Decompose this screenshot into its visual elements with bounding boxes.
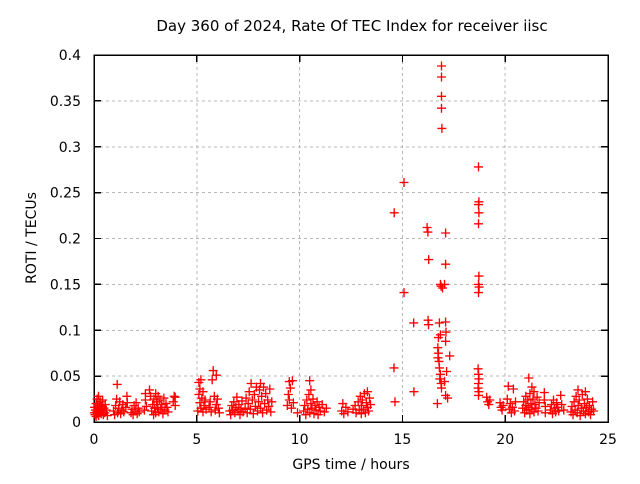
x-tick-label: 5 [192, 432, 201, 448]
plot-border [93, 54, 609, 423]
data-points [89, 61, 599, 421]
tick-layer [93, 54, 609, 423]
point-layer [89, 61, 599, 421]
y-tick-label: 0.4 [59, 48, 81, 64]
y-tick-label: 0.1 [59, 323, 81, 339]
x-tick-label: 20 [496, 432, 514, 448]
y-tick-label: 0.2 [59, 232, 81, 248]
grid-layer [93, 54, 609, 423]
y-axis-label: ROTI / TECUs [24, 192, 40, 284]
y-tick-label: 0.3 [59, 140, 81, 156]
y-tick-label: 0.05 [50, 369, 81, 385]
chart-title: Day 360 of 2024, Rate Of TEC Index for r… [156, 17, 547, 35]
x-tick-label: 0 [90, 432, 99, 448]
border-layer [93, 54, 609, 423]
y-tick-label: 0.15 [50, 277, 81, 293]
x-tick-label: 25 [599, 432, 617, 448]
y-tick-label: 0.35 [50, 94, 81, 110]
y-tick-label: 0 [72, 415, 81, 431]
y-tick-label: 0.25 [50, 186, 81, 202]
x-tick-label: 10 [291, 432, 309, 448]
tick-label-layer: 0 5 10 15 20 25 0 0.05 0.1 0.15 0.2 0.25 0.3 0.35 0.4 [50, 48, 617, 448]
x-axis-label: GPS time / hours [292, 457, 409, 473]
x-tick-label: 15 [393, 432, 411, 448]
